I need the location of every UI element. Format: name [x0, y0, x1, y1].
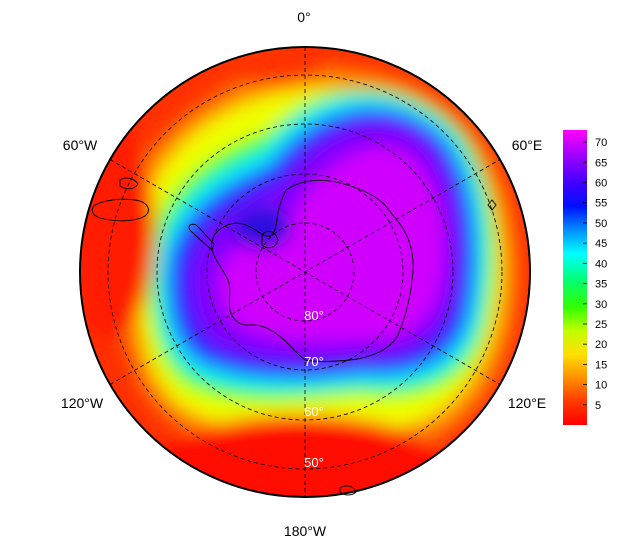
colorbar-tick-label: 5	[595, 400, 601, 412]
colorbar-tick-label: 15	[595, 359, 607, 371]
lon-label-0: 0°	[297, 9, 310, 25]
colorbar-tick-label: 45	[595, 238, 607, 250]
lat-label-80: 80°	[304, 308, 324, 323]
colorbar-gradient	[563, 130, 587, 425]
colorbar: 70 65 60 55 50 45 40 35 30 25 20 15 10 5	[563, 130, 607, 425]
field-layer	[80, 47, 530, 497]
coastline-antarctica	[188, 179, 414, 362]
colorbar-ticks: 70 65 60 55 50 45 40 35 30 25 20 15 10 5	[583, 137, 607, 412]
colorbar-tick-label: 30	[595, 299, 607, 311]
colorbar-tick-label: 40	[595, 258, 607, 270]
red-low-north	[175, 47, 335, 85]
colorbar-tick-label: 60	[595, 178, 607, 190]
colorbar-tick-label: 50	[595, 218, 607, 230]
lat-label-50: 50°	[304, 455, 324, 470]
colorbar-tick-label: 55	[595, 198, 607, 210]
lon-label-120w: 120°W	[61, 395, 104, 411]
colorbar-tick-label: 65	[595, 157, 607, 169]
lat-label-70: 70°	[304, 354, 324, 369]
colorbar-tick-label: 10	[595, 380, 607, 392]
colorbar-tick-label: 70	[595, 137, 607, 149]
map-boundary	[79, 46, 531, 498]
graticule	[107, 47, 503, 497]
colorbar-tick-label: 25	[595, 319, 607, 331]
red-low-south	[150, 415, 450, 497]
colorbar-tick-label: 20	[595, 339, 607, 351]
lon-label-180w: 180°W	[284, 523, 327, 539]
lon-label-60e: 60°E	[512, 137, 543, 153]
lon-label-120e: 120°E	[508, 395, 546, 411]
lon-label-60w: 60°W	[63, 137, 98, 153]
lat-label-60: 60°	[304, 404, 324, 419]
colorbar-tick-label: 35	[595, 279, 607, 291]
red-low-west	[80, 120, 155, 340]
band-magenta-core	[218, 147, 445, 342]
